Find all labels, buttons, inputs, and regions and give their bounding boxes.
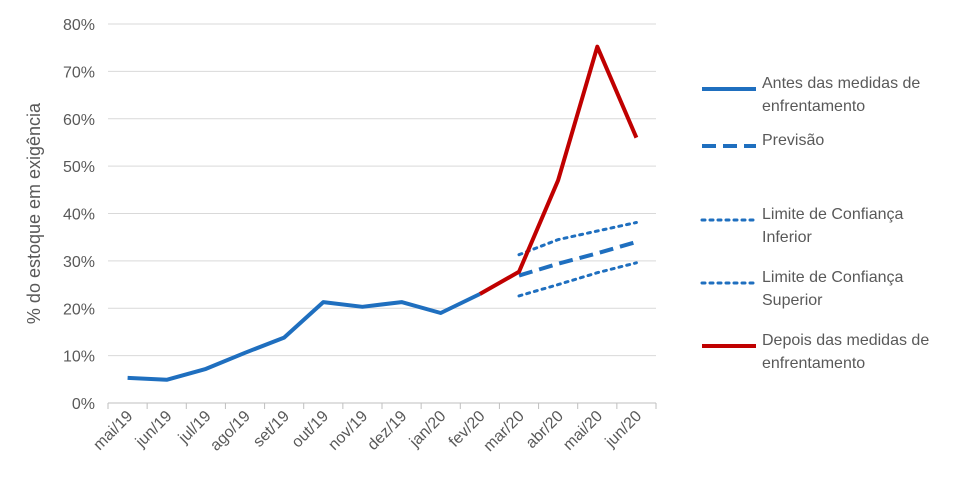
legend-label: Previsão	[762, 132, 824, 149]
series-line	[127, 292, 481, 382]
y-tick-label: 60%	[63, 112, 95, 129]
legend-label: Depois das medidas de enfrentamento	[762, 332, 929, 372]
x-tick-label: jun/19	[132, 408, 176, 452]
x-tick-label: ago/19	[207, 408, 254, 455]
series-line	[478, 44, 639, 296]
legend-label: Limite de Confiança Inferior	[762, 206, 904, 246]
y-tick-label: 20%	[63, 301, 95, 318]
x-tick-label: mai/19	[90, 408, 136, 454]
x-tick-label: nov/19	[325, 408, 371, 454]
legend-label: Limite de Confiança Superior	[762, 269, 904, 309]
x-tick-label: out/19	[289, 408, 333, 452]
x-tick-label: mai/20	[560, 408, 606, 454]
x-tick-label: jan/20	[406, 408, 450, 452]
y-tick-label: 0%	[72, 396, 95, 413]
x-tick-label: dez/19	[364, 408, 410, 454]
y-tick-label: 50%	[63, 159, 95, 176]
y-tick-label: 80%	[63, 17, 95, 34]
series-line	[517, 261, 638, 298]
y-axis-label: % do estoque em exigência	[24, 102, 44, 324]
y-tick-label: 40%	[63, 207, 95, 224]
x-tick-label: jun/20	[602, 408, 646, 452]
x-tick-label: mar/20	[481, 408, 528, 455]
x-tick-label: abr/20	[523, 408, 567, 452]
x-tick-label: set/19	[250, 408, 293, 451]
legend-label: Antes das medidas de enfrentamento	[762, 75, 920, 115]
y-tick-label: 30%	[63, 254, 95, 271]
y-tick-label: 70%	[63, 64, 95, 81]
y-tick-label: 10%	[63, 349, 95, 366]
